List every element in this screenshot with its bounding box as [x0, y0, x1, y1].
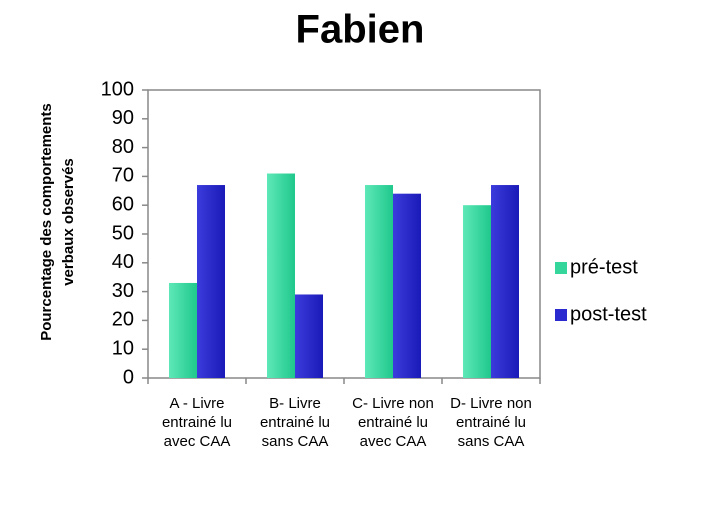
- x-tick-label: D- Livre non entrainé lu sans CAA: [450, 395, 532, 450]
- y-tick-label: 10: [112, 337, 134, 359]
- bar: [197, 185, 225, 378]
- x-tick-label: A - Livre entrainé lu avec CAA: [161, 395, 233, 450]
- y-tick-label: 0: [123, 366, 134, 388]
- y-tick-label: 90: [112, 107, 134, 129]
- y-tick-label: 50: [112, 222, 134, 244]
- legend-label: pré-test: [570, 256, 638, 278]
- y-tick-label: 20: [112, 309, 134, 331]
- bar: [365, 185, 393, 378]
- bar: [169, 282, 197, 378]
- legend-label: post-test: [570, 303, 647, 325]
- bar: [463, 205, 491, 378]
- y-tick-label: 100: [101, 78, 134, 100]
- bar: [393, 193, 421, 378]
- bar: [491, 185, 519, 378]
- bar: [267, 173, 295, 378]
- legend-swatch: [555, 309, 567, 321]
- y-tick-label: 60: [112, 193, 134, 215]
- legend-swatch: [555, 262, 567, 274]
- chart-title: Fabien: [296, 8, 425, 52]
- bar: [295, 294, 323, 378]
- y-tick-label: 40: [112, 251, 134, 273]
- y-tick-label: 30: [112, 280, 134, 302]
- x-tick-label: C- Livre non entrainé lu avec CAA: [352, 395, 434, 450]
- y-axis-label: Pourcentage des comportements verbaux ob…: [38, 103, 77, 341]
- x-tick-label: B- Livre entrainé lu sans CAA: [259, 395, 331, 450]
- y-tick-label: 70: [112, 165, 134, 187]
- y-tick-label: 80: [112, 136, 134, 158]
